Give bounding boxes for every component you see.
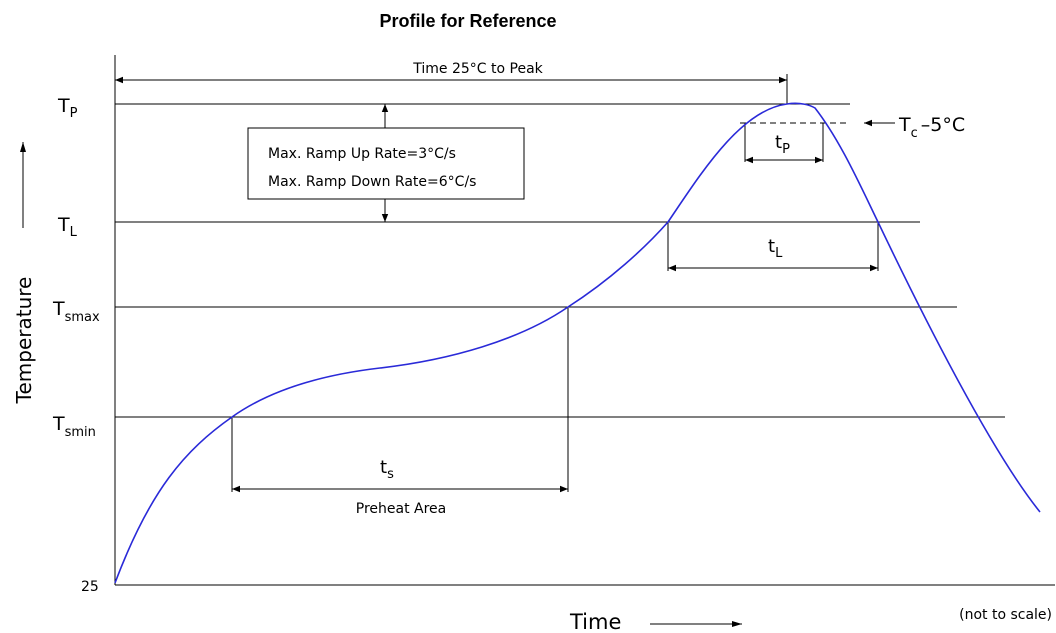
tsmin-level-label: Tsmin: [52, 413, 96, 440]
not-to-scale-note: (not to scale): [959, 607, 1052, 623]
tp-duration-label: tP: [775, 132, 790, 157]
tsmax-level-label: Tsmax: [52, 298, 100, 325]
tp-level-label: TP: [57, 95, 78, 121]
time-to-peak-label: Time 25°C to Peak: [412, 61, 543, 77]
ramp-rate-box: [247, 127, 525, 200]
x-axis-title: Time: [569, 610, 621, 633]
tc-minus-5-label: Tc –5°C: [898, 114, 965, 141]
diagram-title: Profile for Reference: [379, 11, 556, 31]
y-axis-title: Temperature: [12, 277, 36, 405]
tl-level-label: TL: [57, 214, 78, 240]
ramp-up-rate-label: Max. Ramp Up Rate=3°C/s: [268, 146, 456, 162]
ramp-down-rate-label: Max. Ramp Down Rate=6°C/s: [268, 174, 476, 190]
reflow-profile-curve: [114, 102, 1041, 584]
ts-duration-label: ts: [380, 457, 394, 482]
origin-label: 25: [81, 579, 99, 595]
tl-duration-label: tL: [768, 236, 783, 261]
preheat-area-label: Preheat Area: [356, 501, 446, 517]
